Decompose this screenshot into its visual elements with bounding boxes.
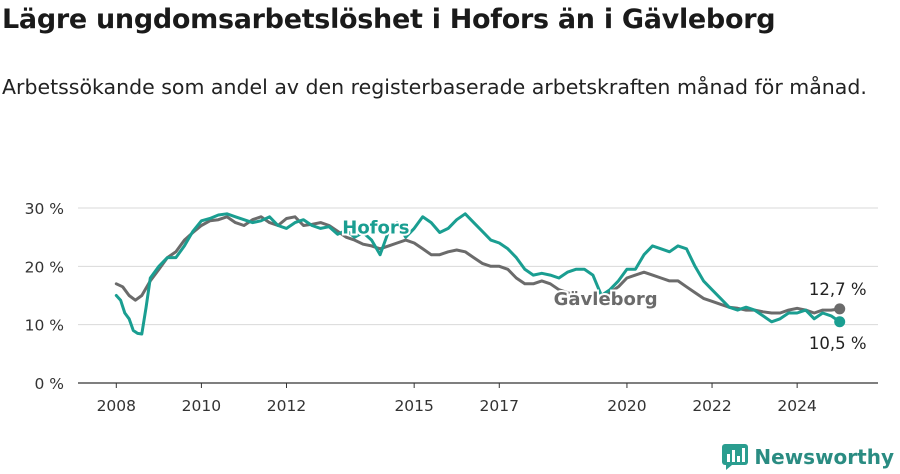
y-tick-label: 10 % <box>25 317 64 335</box>
series-label-gävleborg: Gävleborg <box>554 289 658 310</box>
end-value-label-hofors: 10,5 % <box>809 334 867 353</box>
x-tick-label: 2012 <box>267 397 306 415</box>
x-tick-label: 2024 <box>777 397 816 415</box>
y-tick-label: 0 % <box>34 375 64 393</box>
y-tick-label: 30 % <box>25 200 64 218</box>
series-label-hofors: Hofors <box>342 218 409 239</box>
newsworthy-logo-icon <box>722 444 749 470</box>
end-point-hofors <box>834 316 846 328</box>
x-tick-label: 2010 <box>182 397 221 415</box>
series-lines <box>114 212 846 336</box>
end-point-gävleborg <box>834 303 846 315</box>
series-line-hofors <box>114 212 842 336</box>
x-tick-label: 2008 <box>97 397 136 415</box>
chart-labels: 0 % 10 % 20 % 30 % 2008 2010 2012 2015 2017 2020 2… <box>25 200 867 415</box>
brand-name: Newsworthy <box>754 445 894 469</box>
chart-title: Lägre ungdomsarbetslöshet i Hofors än i … <box>2 4 776 35</box>
x-tick-label: 2020 <box>607 397 646 415</box>
y-tick-label: 20 % <box>25 258 64 276</box>
gridlines <box>78 207 878 388</box>
x-tick-label: 2015 <box>394 397 433 415</box>
chart-subtitle: Arbetssökande som andel av den registerb… <box>2 75 867 99</box>
x-tick-label: 2017 <box>480 397 519 415</box>
newsworthy-brand: Newsworthy <box>722 444 894 470</box>
end-value-label-gävleborg: 12,7 % <box>809 280 867 299</box>
x-tick-label: 2022 <box>692 397 731 415</box>
series-line-gävleborg <box>114 215 842 315</box>
